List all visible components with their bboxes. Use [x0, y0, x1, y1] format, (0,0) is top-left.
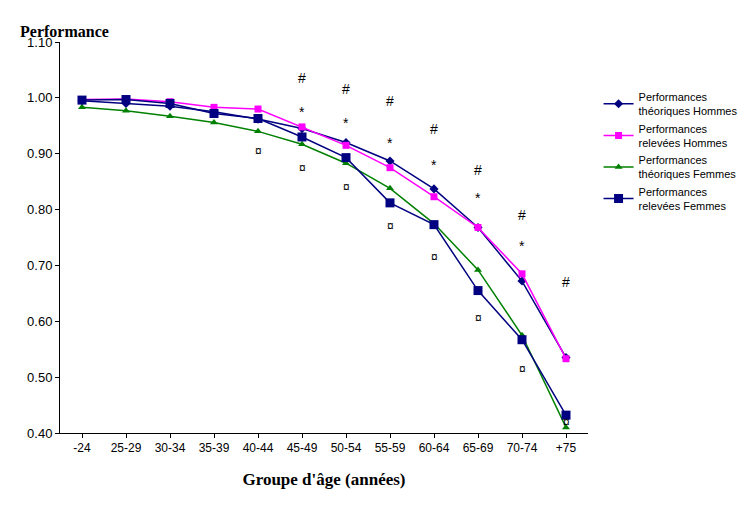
svg-text:-24: -24	[73, 441, 91, 455]
svg-text:40-44: 40-44	[243, 441, 274, 455]
svg-text:#: #	[518, 207, 526, 223]
svg-text:70-74: 70-74	[507, 441, 538, 455]
svg-text:Performancesrelevées Hommes: Performancesrelevées Hommes	[639, 123, 728, 149]
svg-text:¤: ¤	[343, 180, 350, 194]
svg-text:¤: ¤	[255, 144, 262, 158]
svg-text:Performance: Performance	[20, 23, 109, 40]
svg-text:0.70: 0.70	[27, 258, 52, 273]
svg-text:¤: ¤	[387, 219, 394, 233]
svg-text:0.50: 0.50	[27, 370, 52, 385]
svg-text:+75: +75	[556, 441, 577, 455]
svg-text:¤: ¤	[519, 362, 526, 376]
svg-text:55-59: 55-59	[375, 441, 406, 455]
svg-text:*: *	[299, 104, 305, 120]
svg-text:30-34: 30-34	[155, 441, 186, 455]
svg-text:1.10: 1.10	[27, 35, 52, 50]
svg-text:#: #	[474, 162, 482, 178]
svg-text:#: #	[298, 70, 306, 86]
svg-text:Groupe d'âge (années): Groupe d'âge (années)	[242, 470, 405, 489]
svg-text:35-39: 35-39	[199, 441, 230, 455]
svg-text:0.60: 0.60	[27, 314, 52, 329]
svg-text:25-29: 25-29	[111, 441, 142, 455]
svg-text:*: *	[519, 238, 525, 254]
svg-text:60-64: 60-64	[419, 441, 450, 455]
svg-text:*: *	[387, 135, 393, 151]
svg-text:Performancesthéoriques Hommes: Performancesthéoriques Hommes	[639, 91, 738, 117]
svg-text:¤: ¤	[475, 311, 482, 325]
svg-text:0.90: 0.90	[27, 146, 52, 161]
svg-text:65-69: 65-69	[463, 441, 494, 455]
svg-text:50-54: 50-54	[331, 441, 362, 455]
svg-text:45-49: 45-49	[287, 441, 318, 455]
svg-text:0.40: 0.40	[27, 426, 52, 441]
svg-text:¤: ¤	[299, 161, 306, 175]
svg-text:1.00: 1.00	[27, 90, 52, 105]
svg-text:#: #	[430, 121, 438, 137]
svg-text:*: *	[475, 190, 481, 206]
svg-text:¤: ¤	[563, 415, 570, 429]
svg-text:*: *	[343, 115, 349, 131]
svg-text:Performancesthéoriques Femmes: Performancesthéoriques Femmes	[639, 154, 737, 180]
svg-text:0.80: 0.80	[27, 202, 52, 217]
svg-text:Performancesrelevées Femmes: Performancesrelevées Femmes	[639, 186, 727, 212]
svg-text:*: *	[431, 157, 437, 173]
svg-text:#: #	[562, 274, 570, 290]
svg-text:#: #	[342, 81, 350, 97]
svg-text:#: #	[386, 93, 394, 109]
svg-text:¤: ¤	[431, 250, 438, 264]
